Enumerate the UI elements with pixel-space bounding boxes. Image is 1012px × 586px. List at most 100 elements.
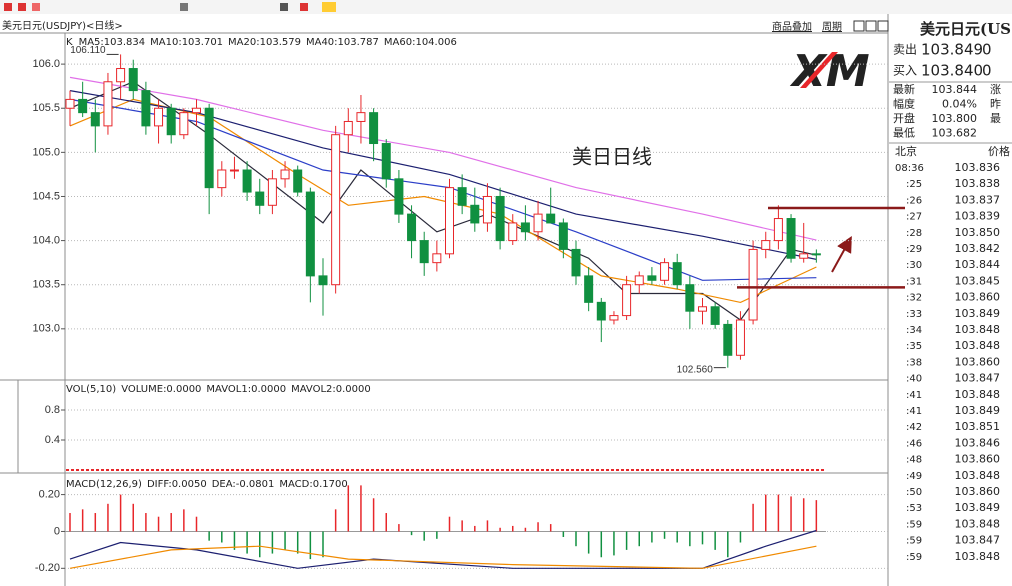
info-extra: 涨: [990, 83, 1001, 96]
tick-price: 103.848: [955, 550, 1001, 563]
extreme-label: 102.560: [677, 364, 714, 375]
quote-label: 买入: [893, 64, 917, 78]
tick-time: :46: [906, 438, 922, 449]
candle-body: [305, 191, 315, 277]
legend-entry: MA10:103.701: [150, 37, 223, 48]
candle-body: [811, 253, 821, 256]
window-title: 美元日元(USDJPY)<日线>: [2, 19, 123, 32]
tick-time: :34: [906, 325, 922, 336]
candle-body: [217, 169, 227, 189]
info-label: 开盘: [893, 111, 915, 125]
y-tick-label: -0.20: [35, 562, 60, 574]
tick-price: 103.848: [955, 388, 1001, 401]
tick-time: :48: [906, 455, 922, 466]
tick-price: 103.848: [955, 339, 1001, 352]
indicator-line: [69, 545, 817, 569]
candle-body: [267, 178, 277, 206]
tick-time: :50: [906, 487, 922, 498]
toolbar: [0, 0, 1012, 14]
info-label: 幅度: [893, 97, 915, 111]
tick-price: 103.839: [955, 210, 1001, 223]
candle-body: [748, 248, 758, 321]
legend-entry: MAVOL2:0.0000: [291, 384, 371, 395]
extreme-label: 106.110: [70, 45, 106, 56]
legend-entry: MAVOL1:0.0000: [206, 384, 286, 395]
y-tick-label: 105.5: [32, 102, 60, 114]
tick-time: :49: [906, 471, 922, 482]
legend-entry: VOLUME:0.0000: [121, 384, 201, 395]
candle-body: [331, 134, 341, 286]
period-link[interactable]: 周期: [822, 21, 842, 33]
tick-price: 103.848: [955, 517, 1001, 530]
candle-body: [685, 284, 695, 312]
tick-time: :25: [906, 179, 922, 190]
candle-body: [723, 323, 733, 356]
candle-body: [318, 275, 328, 286]
candle-body: [192, 107, 201, 114]
info-value: 0.04%: [942, 98, 977, 111]
info-value: 103.800: [932, 112, 978, 125]
legend-entry: MA5:103.834: [79, 37, 146, 48]
indicator-line: [69, 76, 817, 241]
chart-title: 美日日线: [572, 145, 652, 169]
candle-body: [584, 275, 594, 303]
candle-body: [470, 204, 480, 224]
candle-body: [103, 81, 113, 127]
candle-body: [394, 178, 404, 215]
candle-body: [660, 262, 670, 281]
candle-body: [622, 284, 632, 317]
indicator-line: [69, 529, 817, 569]
candle-body: [647, 275, 657, 281]
legend-entry: VOL(5,10): [66, 384, 116, 395]
window-buttons[interactable]: [853, 20, 889, 32]
tick-time: 08:36: [895, 163, 924, 174]
candle-body: [116, 68, 126, 83]
tick-time: :29: [906, 244, 922, 255]
candle-body: [407, 213, 417, 242]
quote-title: 美元日元(US: [920, 20, 1011, 38]
candle-body: [154, 107, 164, 127]
candle-body: [558, 222, 568, 250]
ticks-header: 北京: [895, 144, 917, 158]
candle-body: [761, 240, 771, 250]
candle-body: [343, 120, 353, 136]
candle-body: [179, 112, 189, 136]
quote-price: 103.840: [921, 62, 983, 80]
tick-price: 103.860: [955, 291, 1001, 304]
candle-body: [381, 143, 391, 180]
candle-body: [445, 187, 454, 255]
quote-label: 卖出: [893, 43, 917, 57]
tick-time: :38: [906, 357, 922, 368]
tick-time: :33: [906, 309, 922, 320]
candle-body: [356, 112, 366, 122]
candle-body: [495, 195, 505, 242]
info-value: 103.682: [932, 127, 978, 140]
candle-body: [596, 301, 606, 321]
tick-price: 103.844: [955, 258, 1001, 271]
legend-entry: MACD:0.1700: [279, 479, 347, 490]
tick-price: 103.848: [955, 323, 1001, 336]
candle-body: [369, 112, 379, 145]
y-tick-label: 105.0: [32, 146, 60, 158]
tick-price: 103.849: [955, 307, 1001, 320]
candle-body: [128, 68, 138, 92]
tick-time: :28: [906, 228, 922, 239]
tick-price: 103.837: [955, 193, 1001, 206]
info-label: 最低: [893, 127, 915, 140]
candle-body: [255, 191, 265, 206]
tick-time: :42: [906, 422, 922, 433]
legend-entry: MA20:103.579: [228, 37, 301, 48]
candle-body: [204, 107, 214, 189]
tick-price: 103.847: [955, 534, 1001, 547]
candle-body: [432, 253, 442, 264]
tick-time: :59: [906, 552, 922, 563]
y-tick-label: 103.5: [32, 279, 60, 291]
info-value: 103.844: [932, 83, 978, 96]
info-label: 最新: [893, 82, 915, 96]
candle-body: [65, 98, 75, 109]
tick-price: 103.846: [955, 436, 1001, 449]
overlay-link[interactable]: 商品叠加: [772, 20, 812, 33]
tick-time: :32: [906, 293, 922, 304]
